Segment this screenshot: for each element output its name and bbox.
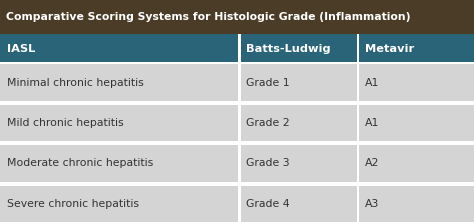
Text: Severe chronic hepatitis: Severe chronic hepatitis [7, 199, 139, 209]
Bar [0, 62, 474, 64]
Text: Grade 3: Grade 3 [246, 158, 290, 168]
Text: Metavir: Metavir [365, 44, 414, 54]
Text: Grade 2: Grade 2 [246, 118, 290, 128]
Text: IASL: IASL [7, 44, 36, 54]
Text: Mild chronic hepatitis: Mild chronic hepatitis [7, 118, 124, 128]
Bar [0, 105, 474, 141]
Bar [238, 186, 241, 222]
Bar [0, 182, 474, 186]
Text: A3: A3 [365, 199, 379, 209]
Text: Minimal chronic hepatitis: Minimal chronic hepatitis [7, 77, 144, 88]
Text: Grade 1: Grade 1 [246, 77, 290, 88]
Bar [238, 105, 241, 141]
Bar [0, 186, 474, 222]
Bar [0, 64, 474, 101]
Text: Grade 4: Grade 4 [246, 199, 290, 209]
Bar [238, 64, 241, 101]
Bar [0, 34, 474, 64]
Bar [356, 34, 359, 64]
Bar [356, 105, 359, 141]
Bar [0, 0, 474, 34]
Text: Moderate chronic hepatitis: Moderate chronic hepatitis [7, 158, 154, 168]
Bar [356, 145, 359, 182]
Bar [238, 145, 241, 182]
Bar [356, 186, 359, 222]
Bar [238, 34, 241, 64]
Text: A1: A1 [365, 77, 379, 88]
Text: A1: A1 [365, 118, 379, 128]
Bar [0, 101, 474, 105]
Text: A2: A2 [365, 158, 379, 168]
Bar [356, 64, 359, 101]
Text: Batts-Ludwig: Batts-Ludwig [246, 44, 331, 54]
Bar [0, 145, 474, 182]
Text: Comparative Scoring Systems for Histologic Grade (Inflammation): Comparative Scoring Systems for Histolog… [6, 12, 410, 22]
Bar [0, 141, 474, 145]
